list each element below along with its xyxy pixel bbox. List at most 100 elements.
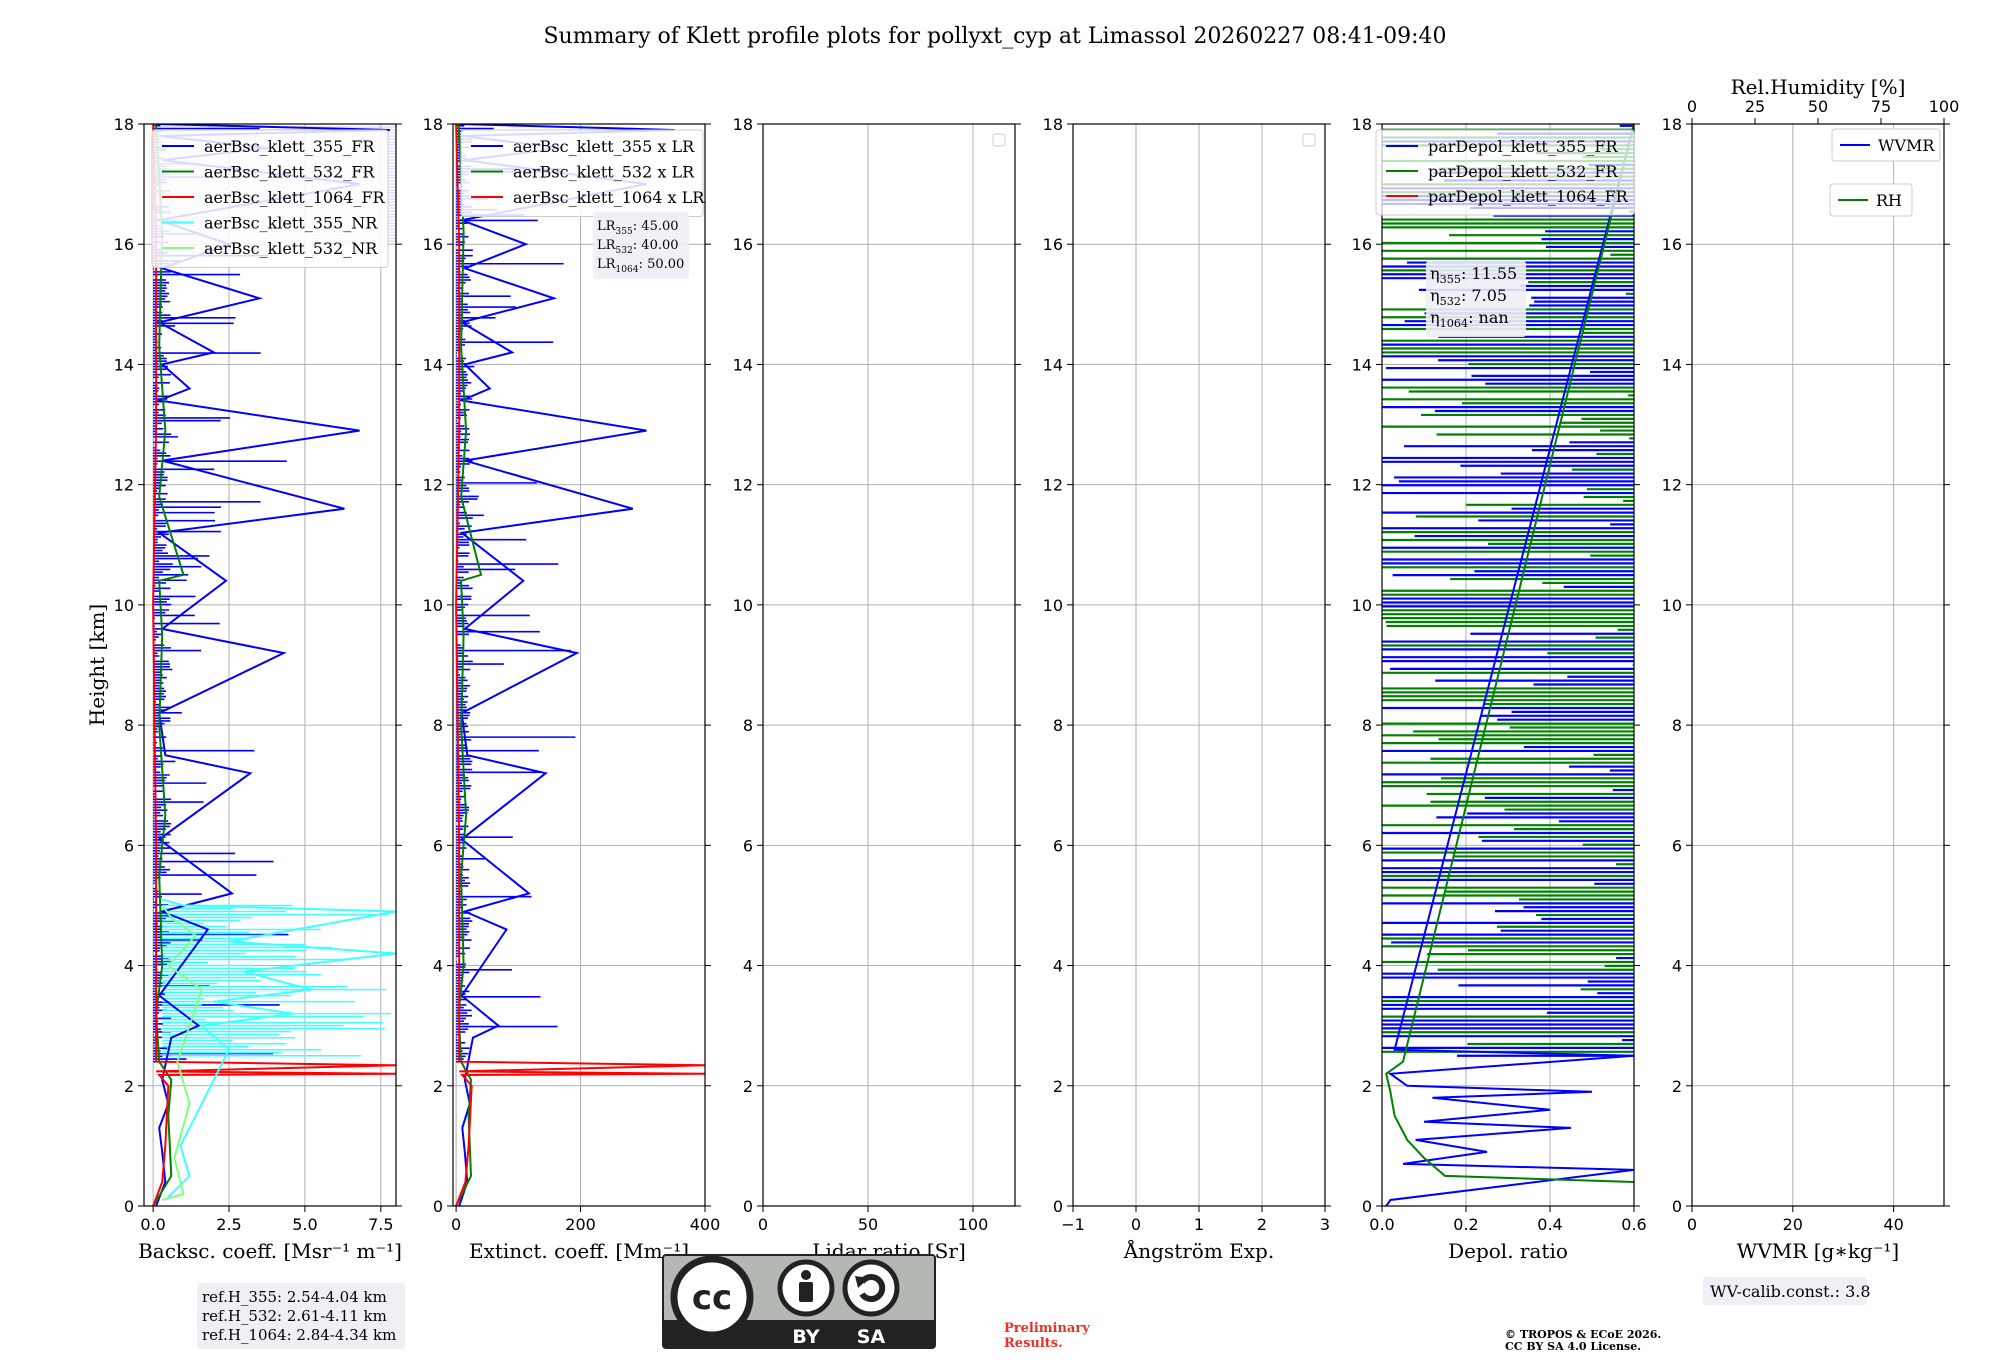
legend-box [1831,128,1941,162]
x2-tick-label: 75 [1871,97,1891,116]
x-tick-label: 2.5 [216,1215,241,1234]
lidar-ratio-text: LR355: 45.00 [597,219,679,237]
license-sa-label: SA [857,1326,886,1348]
y-tick-label: 18 [423,115,443,134]
legend-entry: RH [1876,191,1902,210]
eta-text: η532: 7.05 [1430,286,1507,308]
series-line-aerBsc_klett_355_NR [161,898,396,1198]
legend-entry: aerBsc_klett_355_FR [204,137,375,156]
cc-icon-text: cc [692,1278,732,1318]
x-axis-label: Ångström Exp. [1123,1238,1274,1263]
axes-frame [452,123,706,1207]
legend-entry: aerBsc_klett_1064 x LR [513,188,705,207]
annotation-box [197,1283,405,1349]
legend: WVMR RH [1829,128,1941,217]
y-tick-label: 14 [1043,355,1063,374]
x2-axis-label: Rel.Humidity [%] [1731,75,1906,99]
y-tick-label: 10 [1043,596,1063,615]
x-tick-label: 20 [1783,1215,1803,1234]
y-tick-label: 12 [1662,476,1682,495]
y-tick-label: 18 [114,115,134,134]
y-tick-label: 8 [433,716,443,735]
y-tick-label: 12 [1043,476,1063,495]
axes-frame [1381,123,1635,1207]
y-tick-label: 10 [733,596,753,615]
y-tick-label: 14 [733,355,753,374]
x-tick-label: 0.6 [1621,1215,1646,1234]
y-tick-label: 0 [1053,1197,1063,1216]
x-axis-label: Extinct. coeff. [Mm⁻¹] [469,1239,689,1263]
legend: aerBsc_klett_355_FR aerBsc_klett_532_FRae… [151,129,389,268]
legend-entry: aerBsc_klett_532_NR [204,239,378,258]
eta-text: η1064: nan [1430,308,1509,330]
x-tick-label: 7.5 [368,1215,393,1234]
series-line-aerBsc_klett_355 x LR [458,124,675,1206]
y-tick-label: 12 [733,476,753,495]
panel-bsc: 0.0 2.5 5.0 7.5 0 2 4 6 8 10 12 14 16 18 Backsc. coeff… [85,115,405,1349]
y-tick-label: 16 [1043,235,1063,254]
y-tick-label: 2 [1362,1077,1372,1096]
y-tick-label: 10 [114,596,134,615]
ref-height-text: ref.H_355: 2.54-4.04 km [202,1288,387,1306]
y-tick-label: 14 [114,355,134,374]
y-tick-label: 12 [423,476,443,495]
x-axis-label: Depol. ratio [1448,1239,1568,1263]
lidar-ratio-text: LR1064: 50.00 [597,257,684,275]
series-line-aerBsc_klett_532_FR [152,124,185,1206]
y-tick-label: 14 [1662,355,1682,374]
x2-tick-label: 25 [1745,97,1765,116]
annotation: WV-calib.const.: 3.8 [1703,1277,1871,1305]
panel-depol: 0.0 0.2 0.4 0.6 0 2 4 6 8 10 12 14 16 18 Depol. ratio p… [1352,115,1647,1263]
y-tick-label: 4 [433,957,443,976]
y-tick-label: 18 [733,115,753,134]
copyright-line1: © TROPOS & ECoE 2026. [1505,1328,1661,1341]
y-tick-label: 4 [1053,957,1063,976]
y-tick-label: 8 [124,716,134,735]
lidar-ratio-text: LR532: 40.00 [597,238,679,256]
x2-tick-label: 50 [1808,97,1828,116]
license-by-label: BY [792,1326,819,1348]
y-tick-label: 16 [423,235,443,254]
legend: aerBsc_klett_355 x LR aerBsc_klett_532 x … [460,129,705,217]
cc-by-sa-badge: cc BY SA [662,1254,936,1349]
legend-entry: parDepol_klett_532_FR [1428,162,1619,181]
y-tick-label: 4 [124,957,134,976]
y-tick-label: 2 [1672,1077,1682,1096]
x-tick-label: −1 [1061,1215,1085,1234]
y-tick-label: 16 [1662,235,1682,254]
wv-calib-text: WV-calib.const.: 3.8 [1710,1282,1871,1301]
x-tick-label: 200 [565,1215,596,1234]
x-tick-label: 40 [1883,1215,1903,1234]
legend: parDepol_klett_355_FR parDepol_klett_532_… [1375,129,1635,216]
legend-entry: aerBsc_klett_1064_FR [204,188,386,207]
plot-area [152,124,396,1206]
profile-spikes [456,125,576,1063]
y-tick-label: 4 [743,957,753,976]
annotation-box [593,212,689,279]
annotation-box [1426,261,1526,337]
x2-tick-label: 100 [1929,97,1960,116]
y-tick-label: 16 [1352,235,1372,254]
copyright-line2: CC BY SA 4.0 License. [1505,1340,1641,1353]
empty-legend-box [1302,133,1316,147]
preliminary-label-line2: Results. [1004,1336,1063,1351]
y-tick-label: 10 [1662,596,1682,615]
y-tick-label: 8 [1362,716,1372,735]
legend-entry: aerBsc_klett_532 x LR [513,163,695,182]
cc-icon [670,1255,754,1339]
y-tick-label: 14 [1352,355,1372,374]
legend-entry: WVMR [1878,136,1935,155]
axes-frame [762,123,1016,1207]
y-tick-label: 2 [124,1077,134,1096]
legend-entry: aerBsc_klett_355 x LR [513,137,695,156]
y-tick-label: 18 [1043,115,1063,134]
x-tick-label: 3 [1320,1215,1330,1234]
y-tick-label: 4 [1672,957,1682,976]
y-tick-label: 8 [743,716,753,735]
legend-entry: aerBsc_klett_355_NR [204,214,378,233]
axes-frame [143,123,397,1207]
